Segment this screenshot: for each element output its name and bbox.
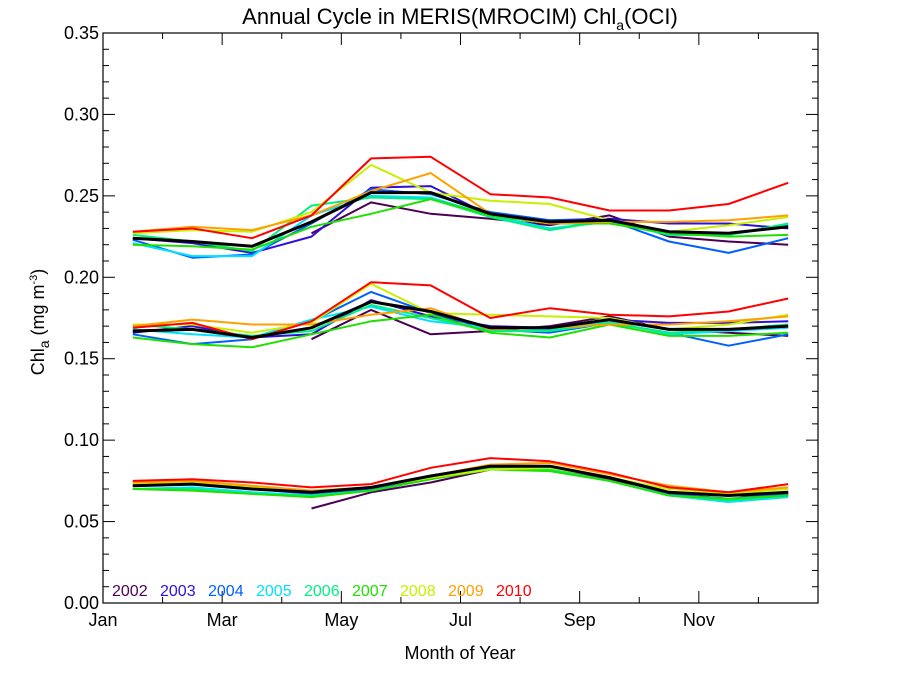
mean-line-middle — [132, 300, 789, 339]
y-axis-label-unit: (mg m — [28, 284, 48, 340]
legend-label-2005: 2005 — [256, 583, 292, 600]
chart-title-main: Annual Cycle in MERIS(MROCIM) Chl — [242, 4, 616, 29]
x-tick-label: Sep — [564, 610, 596, 630]
axis-ticks — [102, 32, 818, 604]
y-tick-label: 0.10 — [64, 430, 99, 450]
series-line-upper-2003 — [132, 185, 789, 254]
plot-area — [102, 32, 819, 604]
series-line-upper-2010 — [132, 155, 789, 240]
chart-title: Annual Cycle in MERIS(MROCIM) Chla(OCI) — [242, 4, 678, 33]
y-tick-label: 0.05 — [64, 512, 99, 532]
series-line-upper-2007 — [132, 198, 789, 251]
chart-title-suffix: (OCI) — [624, 4, 678, 29]
y-tick-label: 0.15 — [64, 349, 99, 369]
y-tick-label: 0.35 — [64, 23, 99, 43]
chart-title-subscript: a — [616, 17, 624, 33]
series-line-lower-2008 — [132, 466, 789, 495]
x-tick-label: Jul — [449, 610, 472, 630]
mean-line-lower — [132, 464, 789, 497]
legend-label-2008: 2008 — [400, 583, 436, 600]
y-tick-label: 0.20 — [64, 267, 99, 287]
legend-label-2007: 2007 — [352, 583, 388, 600]
legend-label-2002: 2002 — [112, 583, 148, 600]
y-tick-labels: 0.00 0.05 0.10 0.15 0.20 0.25 0.30 0.35 — [64, 23, 99, 613]
x-tick-label: Jan — [88, 610, 117, 630]
legend-label-2006: 2006 — [304, 583, 340, 600]
legend-label-2010: 2010 — [496, 583, 532, 600]
series-line-middle-2004 — [132, 290, 789, 347]
y-tick-label: 0.00 — [64, 593, 99, 613]
series-line-upper-2009 — [132, 172, 789, 233]
x-tick-label: Mar — [207, 610, 238, 630]
y-axis-label-main: Chl — [28, 348, 48, 375]
y-axis-label-subscript: a — [36, 340, 52, 348]
legend-label-2003: 2003 — [160, 583, 196, 600]
legend-label-2004: 2004 — [208, 583, 244, 600]
series-line-middle-2007 — [132, 313, 789, 349]
y-tick-label: 0.30 — [64, 104, 99, 124]
series-line-upper-2002 — [311, 201, 789, 246]
series-layer — [132, 155, 789, 510]
x-tick-label: Nov — [683, 610, 715, 630]
mean-line-upper — [132, 191, 789, 248]
x-tick-label: May — [324, 610, 358, 630]
x-tick-labels: Jan Mar May Jul Sep Nov — [88, 610, 714, 630]
y-axis-label: Chla (mg m-3) — [28, 269, 52, 376]
series-line-lower-2010 — [132, 457, 789, 494]
x-axis-label: Month of Year — [404, 643, 515, 663]
legend: 2002 2003 2004 2005 2006 2007 2008 2009 2010 — [112, 583, 532, 600]
mean-layer — [132, 191, 789, 497]
y-tick-label: 0.25 — [64, 186, 99, 206]
y-axis-label-close: ) — [28, 269, 48, 275]
legend-label-2009: 2009 — [448, 583, 484, 600]
y-axis-label-superscript: -3 — [28, 275, 40, 285]
